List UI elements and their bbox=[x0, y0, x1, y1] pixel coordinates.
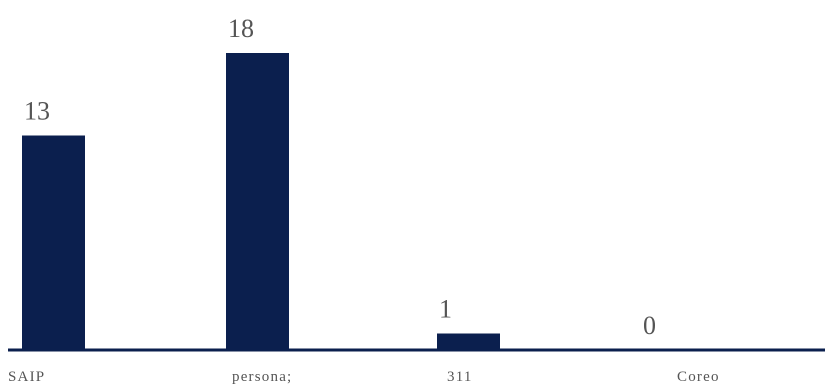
data-label-0: 13 bbox=[24, 97, 50, 126]
x-tick-label-1: persona; bbox=[232, 369, 292, 385]
bar-saip bbox=[22, 135, 85, 350]
data-label-3: 0 bbox=[643, 311, 656, 340]
bar-persona bbox=[226, 53, 289, 350]
x-tick-label-2: 311 bbox=[447, 369, 473, 385]
tick-labels-group: SAIP persona; 311 Coreo bbox=[8, 369, 720, 385]
x-tick-label-3: Coreo bbox=[677, 369, 720, 385]
data-label-2: 1 bbox=[439, 295, 452, 324]
data-label-1: 18 bbox=[228, 14, 254, 43]
x-tick-label-0: SAIP bbox=[8, 369, 45, 385]
value-labels-group: 13 18 1 0 bbox=[24, 14, 656, 340]
bars-group bbox=[22, 53, 500, 350]
bar-311 bbox=[437, 333, 500, 350]
